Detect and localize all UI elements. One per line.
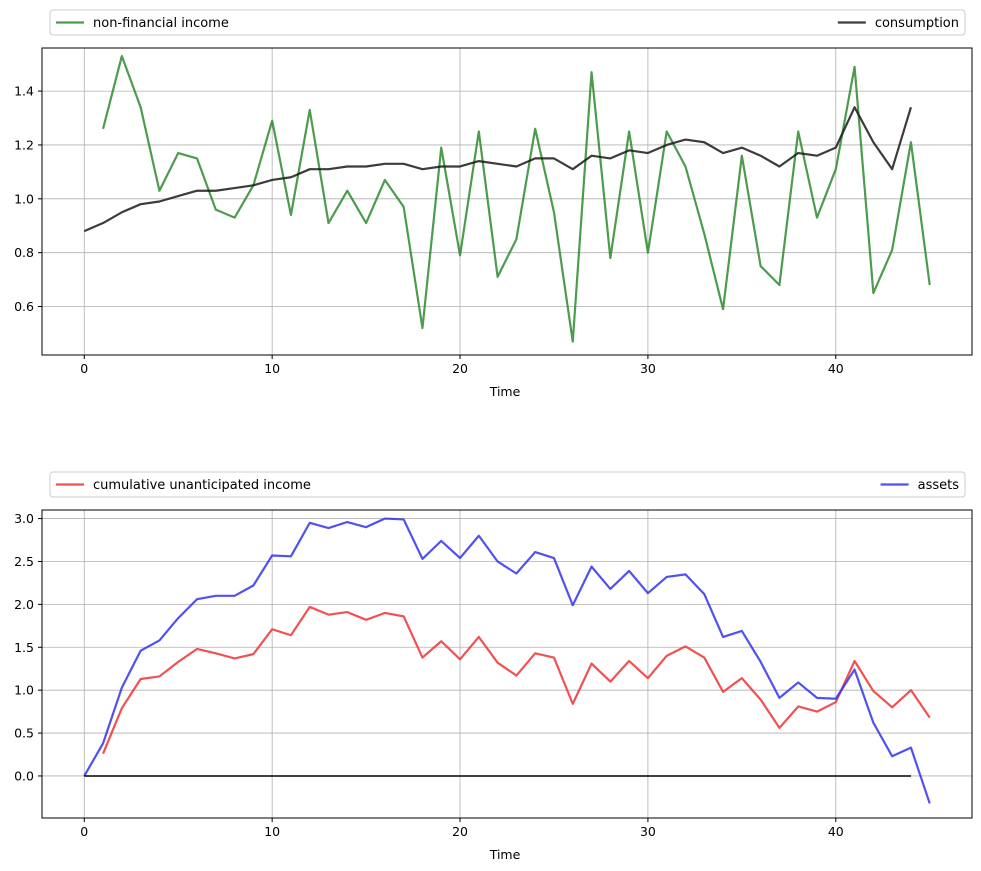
series-line-cumulative-unanticipated-income [102, 605, 931, 755]
series-line-non-financial-income [101, 54, 931, 343]
legend-label-assets: assets [918, 478, 960, 493]
y-tick-label: 1.2 [14, 137, 34, 152]
series-line-assets [83, 517, 931, 804]
y-tick-label: 0.6 [14, 299, 34, 314]
x-axis-label: Time [489, 384, 521, 399]
x-tick-label: 10 [264, 824, 280, 839]
y-tick-label: 1.5 [14, 640, 34, 655]
y-tick-label: 2.5 [14, 554, 34, 569]
y-tick-label: 3.0 [14, 511, 34, 526]
legend-label-cumulative-unanticipated-income: cumulative unanticipated income [93, 478, 311, 493]
x-tick-label: 20 [452, 361, 468, 376]
y-tick-label: 0.5 [14, 726, 34, 741]
series-line-consumption [83, 106, 912, 233]
y-tick-label: 0.0 [14, 768, 34, 783]
x-tick-label: 40 [828, 361, 844, 376]
x-tick-label: 40 [828, 824, 844, 839]
y-tick-label: 2.0 [14, 597, 34, 612]
legend-label-consumption: consumption [875, 16, 959, 31]
axes-frame [41, 47, 973, 356]
legend: non-financial income consumption [49, 9, 966, 36]
legend-frame [49, 471, 966, 498]
legend-label-non-financial-income: non-financial income [93, 16, 229, 31]
legend-frame [49, 9, 966, 36]
x-tick-label: 0 [80, 361, 88, 376]
x-tick-label: 20 [452, 824, 468, 839]
y-tick-label: 1.0 [14, 191, 34, 206]
x-tick-label: 0 [80, 824, 88, 839]
y-tick-label: 0.8 [14, 245, 34, 260]
x-axis-label: Time [489, 847, 521, 862]
axes-frame [41, 509, 973, 819]
y-tick-label: 1.0 [14, 683, 34, 698]
x-tick-label: 30 [640, 361, 656, 376]
chart-panel-2: 0 10 20 30 40 0.0 0.5 1.0 1.5 2.0 2.5 3.0 Time cumula… [14, 471, 973, 862]
y-tick-label: 1.4 [14, 84, 34, 99]
legend: cumulative unanticipated income assets [49, 471, 966, 498]
x-tick-label: 10 [264, 361, 280, 376]
chart-panel-1: 0 10 20 30 40 0.6 0.8 1.0 1.2 1.4 Time non-financia… [14, 9, 973, 399]
x-tick-label: 30 [640, 824, 656, 839]
